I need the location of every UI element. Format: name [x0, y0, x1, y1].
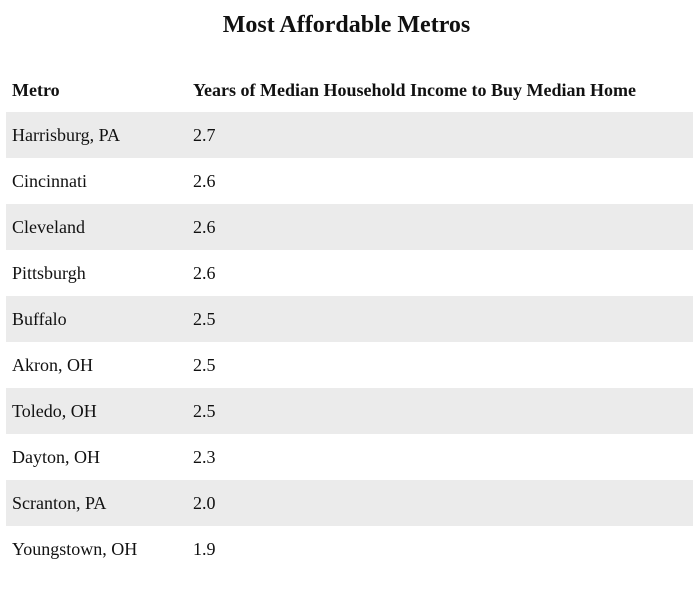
metro-cell: Akron, OH [12, 354, 93, 375]
column-header-years: Years of Median Household Income to Buy … [193, 79, 636, 100]
metro-cell: Youngstown, OH [12, 538, 138, 559]
years-cell: 2.5 [193, 354, 216, 375]
table-row: Cleveland 2.6 [6, 204, 693, 250]
years-cell: 2.7 [187, 112, 693, 158]
table-row: Cincinnati 2.6 [6, 158, 693, 204]
table-row: Harrisburg, PA 2.7 [6, 112, 693, 158]
table-row: Toledo, OH 2.5 [6, 388, 693, 434]
years-cell: 2.6 [193, 170, 216, 191]
years-cell: 2.6 [193, 262, 216, 283]
metro-cell: Scranton, PA [6, 480, 187, 526]
column-header-metro: Metro [12, 79, 60, 100]
table-row: Akron, OH 2.5 [6, 342, 693, 388]
metros-table: Metro Years of Median Household Income t… [6, 68, 693, 572]
table-row: Youngstown, OH 1.9 [6, 526, 693, 572]
metro-cell: Buffalo [6, 296, 187, 342]
metro-cell: Cleveland [6, 204, 187, 250]
metro-cell: Toledo, OH [6, 388, 187, 434]
chart-title: Most Affordable Metros [222, 12, 471, 38]
metro-cell: Pittsburgh [12, 262, 86, 283]
years-cell: 1.9 [193, 538, 216, 559]
table-body: Harrisburg, PA 2.7 Cincinnati 2.6 Cleveland 2… [6, 112, 693, 572]
metro-cell: Cincinnati [12, 170, 87, 191]
table-row: Buffalo 2.5 [6, 296, 693, 342]
header-row: Metro Years of Median Household Income t… [6, 68, 693, 112]
years-cell: 2.6 [187, 204, 693, 250]
table-row: Pittsburgh 2.6 [6, 250, 693, 296]
metro-cell: Harrisburg, PA [6, 112, 187, 158]
years-cell: 2.5 [187, 296, 693, 342]
table-row: Scranton, PA 2.0 [6, 480, 693, 526]
years-cell: 2.0 [187, 480, 693, 526]
metro-cell: Dayton, OH [12, 446, 100, 467]
years-cell: 2.5 [187, 388, 693, 434]
years-cell: 2.3 [193, 446, 216, 467]
table-row: Dayton, OH 2.3 [6, 434, 693, 480]
